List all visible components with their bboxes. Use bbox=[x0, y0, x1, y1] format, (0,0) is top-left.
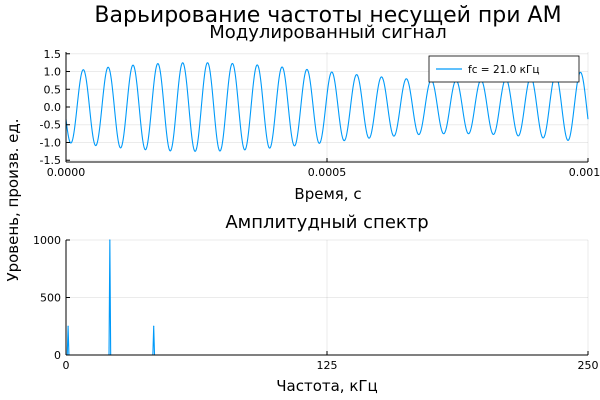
p2-xtick-label: 0 bbox=[63, 359, 70, 372]
p2-xtick-label: 250 bbox=[578, 359, 599, 372]
p1-ytick-label: 0.0 bbox=[44, 101, 62, 114]
plot2-xlabel: Частота, кГц bbox=[276, 377, 378, 395]
p1-ytick-label: -1.5 bbox=[40, 154, 61, 167]
p1-ytick-label: 1.0 bbox=[44, 66, 62, 79]
plot1-series-line bbox=[65, 62, 589, 152]
plot1-xlabel: Время, с bbox=[294, 185, 361, 203]
p2-ytick-label: 500 bbox=[40, 292, 61, 305]
plot-modulated-signal: Модулированный сигнал 0.0000 0.0005 0.0010… bbox=[40, 22, 600, 203]
plot1-title: Модулированный сигнал bbox=[209, 22, 446, 43]
p2-ytick-label: 1000 bbox=[33, 234, 61, 247]
plot1-legend: fc = 21.0 кГц bbox=[428, 55, 580, 83]
p1-ytick-label: -1.0 bbox=[40, 136, 61, 149]
figure-suptitle: Варьирование частоты несущей при АМ bbox=[94, 3, 561, 28]
plot2-peak-point bbox=[153, 325, 155, 327]
plot-amplitude-spectrum: Амплитудный спектр 0 125 250 0 500 1000 Часто… bbox=[33, 212, 599, 395]
p1-xtick-label: 0.0005 bbox=[308, 166, 347, 179]
plot2-peak-point bbox=[67, 325, 69, 327]
plot2-peak-point bbox=[109, 239, 111, 241]
p1-ytick-label: 1.5 bbox=[44, 48, 62, 61]
p1-xtick-label: 0.0000 bbox=[47, 166, 86, 179]
plot2-ticks: 0 125 250 0 500 1000 bbox=[33, 234, 599, 372]
p1-ytick-label: -0.5 bbox=[40, 119, 61, 132]
plot2-series-group bbox=[66, 239, 588, 356]
p2-ytick-label: 0 bbox=[54, 349, 61, 362]
plot2-title: Амплитудный спектр bbox=[225, 212, 428, 233]
p1-ytick-label: 0.5 bbox=[44, 83, 62, 96]
shared-ylabel: Уровень, произв. ед. bbox=[4, 118, 22, 281]
plot1-legend-label: fc = 21.0 кГц bbox=[468, 64, 540, 76]
plot1-series-group bbox=[65, 62, 589, 152]
p2-xtick-label: 125 bbox=[317, 359, 338, 372]
